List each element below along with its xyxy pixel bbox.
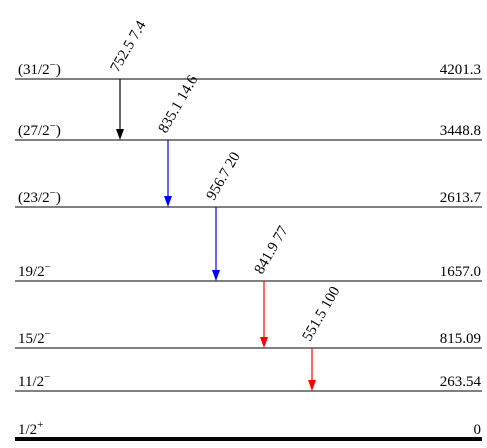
level-spin-label: 11/2− — [18, 371, 50, 390]
gamma-arrow-head — [308, 380, 316, 391]
gamma-energy-intensity-label: 551.5 100 — [300, 284, 344, 344]
gamma-arrow-head — [260, 337, 268, 348]
gamma-arrow-head — [164, 196, 172, 207]
level-spin-label: 19/2− — [18, 261, 51, 280]
level-energy-label: 3448.8 — [440, 123, 481, 139]
level-energy-label: 2613.7 — [440, 190, 482, 206]
gamma-energy-intensity-label: 835.1 14.6 — [156, 72, 202, 136]
gamma-energy-intensity-label: 956.7 20 — [204, 150, 244, 203]
gamma-energy-intensity-label: 752.5 7.4 — [108, 18, 150, 75]
level-spin-label: (31/2−) — [18, 59, 61, 78]
level-energy-label: 1657.0 — [440, 264, 481, 280]
level-spin-label: 15/2− — [18, 328, 51, 347]
level-spin-label: (23/2−) — [18, 187, 61, 206]
level-spin-label: (27/2−) — [18, 120, 61, 139]
level-energy-label: 815.09 — [440, 331, 481, 347]
gamma-arrow-head — [116, 129, 124, 140]
level-spin-label: 1/2+ — [18, 419, 43, 438]
gamma-arrow-head — [212, 270, 220, 281]
level-energy-label: 4201.3 — [440, 62, 481, 78]
level-energy-label: 0 — [474, 422, 482, 438]
level-energy-label: 263.54 — [440, 374, 482, 390]
gamma-energy-intensity-label: 841.9 77 — [252, 223, 292, 277]
